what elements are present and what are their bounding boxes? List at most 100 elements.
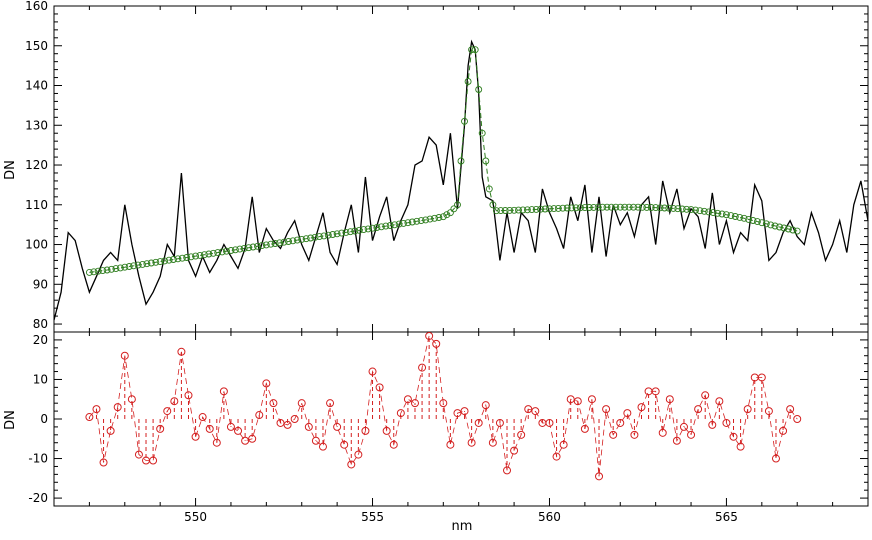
fit-point xyxy=(714,209,722,217)
fit-point xyxy=(431,214,438,222)
residual-point xyxy=(446,440,455,449)
fit-point xyxy=(718,210,726,218)
fit-point xyxy=(311,233,319,241)
residual-point xyxy=(566,395,575,404)
fit-point xyxy=(285,238,292,245)
residual-point xyxy=(120,351,129,360)
residual-point xyxy=(347,460,356,469)
residual-point xyxy=(495,418,504,427)
residual-point xyxy=(241,436,250,445)
residual-point xyxy=(276,418,285,427)
y-tick-label: 160 xyxy=(25,0,48,13)
fit-point xyxy=(568,204,576,212)
fit-point xyxy=(625,203,633,211)
top-y-axis-label: DN xyxy=(3,160,18,180)
fit-point xyxy=(696,207,704,215)
residual-point xyxy=(609,430,618,439)
residual-point xyxy=(127,395,136,404)
residual-point xyxy=(226,422,235,431)
fit-point xyxy=(377,223,385,231)
residual-point xyxy=(234,426,243,435)
fit-point xyxy=(271,240,279,247)
fit-point xyxy=(338,229,346,237)
fit-point xyxy=(276,239,284,247)
fit-point xyxy=(652,204,660,212)
fit-point xyxy=(443,211,451,219)
fit-point xyxy=(603,203,611,211)
fit-point xyxy=(656,204,664,212)
fit-point xyxy=(731,213,739,220)
fit-point xyxy=(346,228,354,236)
residual-point xyxy=(531,407,540,416)
fit-point xyxy=(446,209,454,217)
fit-point xyxy=(223,247,230,255)
y-tick-label: 110 xyxy=(25,198,48,212)
fit-point xyxy=(468,46,476,54)
fit-point xyxy=(559,204,567,212)
fit-point xyxy=(342,228,350,236)
residual-point xyxy=(177,347,186,356)
fit-point xyxy=(450,205,458,213)
y-tick-label: 0 xyxy=(40,412,48,426)
residual-point xyxy=(205,424,214,433)
fit-point xyxy=(461,117,468,125)
fit-point xyxy=(762,220,770,228)
residual-point xyxy=(474,418,483,427)
bottom-x-axis-label: nm xyxy=(452,519,473,534)
residual-point xyxy=(779,426,788,435)
residual-point xyxy=(524,405,533,414)
fit-point xyxy=(736,213,744,221)
fit-point xyxy=(550,205,558,213)
fit-point xyxy=(200,251,208,259)
fit-point xyxy=(355,226,363,234)
fit-point xyxy=(745,215,753,223)
residual-point xyxy=(375,383,384,392)
bottom-panel: 550 555 560 565 -20 -10 0 10 20 xyxy=(28,331,869,524)
residual-point xyxy=(262,379,271,388)
residual-point xyxy=(503,466,512,475)
fit-point xyxy=(152,258,160,266)
residual-point xyxy=(156,424,165,433)
residual-point xyxy=(418,363,427,372)
residual-point xyxy=(510,446,519,455)
residual-point xyxy=(467,438,476,447)
fit-point xyxy=(103,266,111,274)
fit-point xyxy=(196,251,204,259)
fit-point xyxy=(457,157,465,165)
residual-point xyxy=(382,426,391,435)
residual-point xyxy=(432,339,441,348)
fit-point xyxy=(776,223,783,231)
fit-point xyxy=(178,254,186,262)
fit-point xyxy=(482,157,490,165)
y-tick-label: 10 xyxy=(33,372,48,386)
residual-point xyxy=(722,418,731,427)
y-tick-label: 90 xyxy=(33,277,48,291)
residual-point xyxy=(736,442,745,451)
y-tick-label: 150 xyxy=(25,39,48,53)
residual-point xyxy=(460,407,469,416)
fit-point xyxy=(590,203,598,211)
fit-point xyxy=(373,224,381,231)
fit-point xyxy=(302,235,310,243)
fit-point xyxy=(678,205,686,213)
residual-point xyxy=(311,436,320,445)
residual-point xyxy=(326,399,335,408)
fit-point xyxy=(687,206,695,214)
fit-point xyxy=(214,249,222,257)
fit-point xyxy=(515,206,522,214)
fit-point xyxy=(722,211,730,219)
residual-point xyxy=(687,430,696,439)
fit-point xyxy=(727,212,735,220)
fit-point xyxy=(227,247,235,254)
fit-point xyxy=(187,253,195,261)
fit-point xyxy=(528,206,536,214)
residual-point xyxy=(354,450,363,459)
y-tick-label: 120 xyxy=(25,158,48,172)
fit-point xyxy=(147,259,155,267)
fit-point xyxy=(683,205,691,213)
fit-point xyxy=(709,209,717,217)
residual-point xyxy=(481,401,490,410)
fit-point xyxy=(231,246,239,254)
fit-point xyxy=(581,204,589,212)
